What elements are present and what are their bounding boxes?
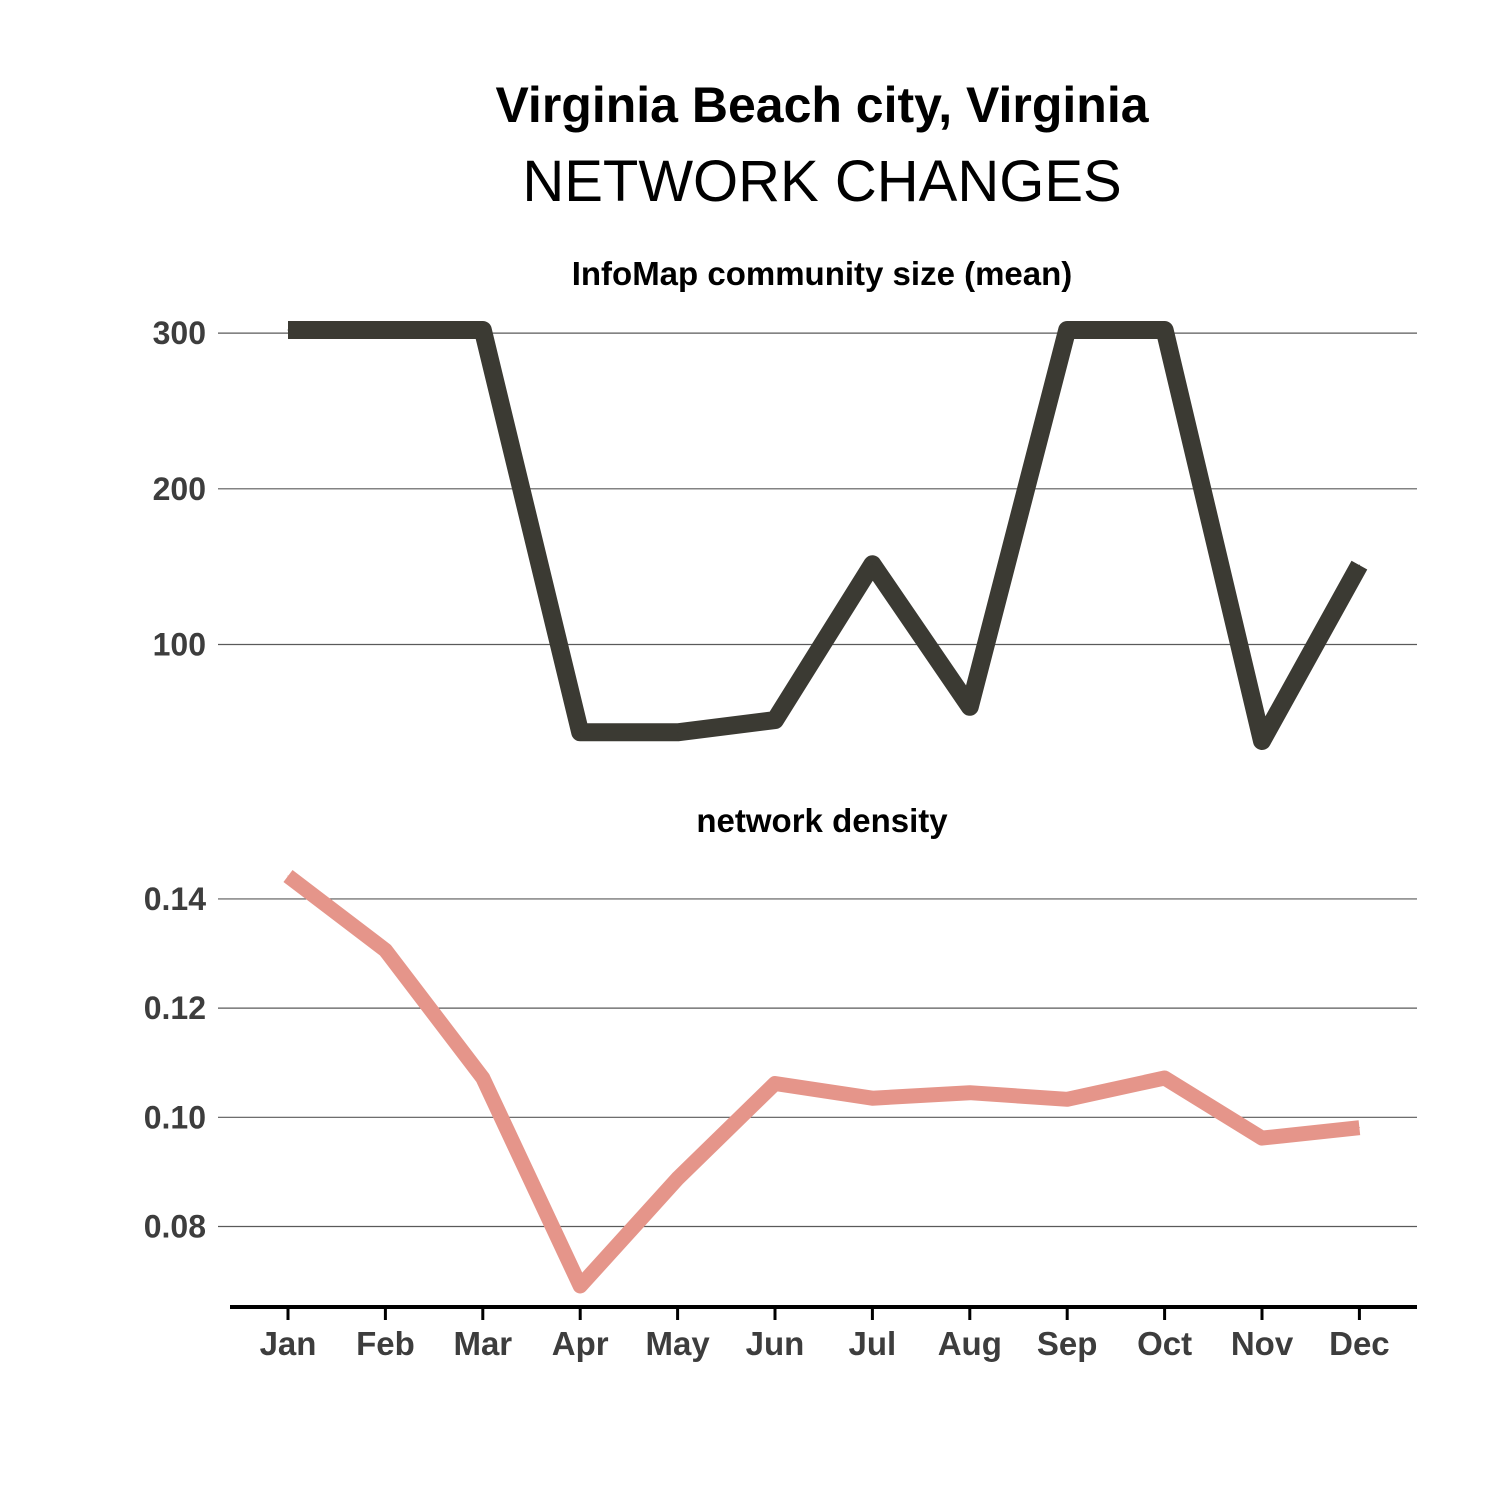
x-tick-label: May	[645, 1325, 710, 1362]
network-density-gridlines	[218, 898, 1417, 1228]
community-size-point	[384, 329, 386, 331]
community-size-panel: InfoMap community size (mean) 100 200 300	[153, 255, 1417, 750]
x-tick-label: Oct	[1137, 1325, 1192, 1362]
network-density-point	[871, 1097, 873, 1099]
x-tick-label: Jan	[260, 1325, 317, 1362]
network-density-point	[384, 949, 386, 951]
network-density-y-tick-label: 0.08	[144, 1208, 206, 1244]
x-tick-label: Apr	[552, 1325, 609, 1362]
community-size-y-axis: 100 200 300	[153, 315, 206, 662]
network-density-panel: network density 0.08 0.10 0.12 0.14	[144, 802, 1417, 1294]
x-axis-ticks: Jan Feb Mar Apr May Jun Jul Aug Sep Oct Nov Dec	[260, 1307, 1390, 1362]
community-size-point	[579, 731, 581, 733]
network-density-point	[677, 1177, 679, 1179]
community-size-point	[1261, 740, 1263, 742]
community-size-point	[871, 563, 873, 565]
network-density-point	[579, 1285, 581, 1287]
network-density-line	[283, 870, 1361, 1294]
community-size-series	[287, 321, 1368, 750]
network-density-point	[969, 1092, 971, 1094]
x-tick-label: Feb	[356, 1325, 415, 1362]
community-size-panel-title: InfoMap community size (mean)	[572, 255, 1073, 292]
community-size-point	[482, 329, 484, 331]
network-density-point	[1066, 1098, 1068, 1100]
chart-title: Virginia Beach city, Virginia	[495, 77, 1149, 133]
community-size-point	[774, 719, 776, 721]
x-tick-label: Jun	[746, 1325, 805, 1362]
x-tick-label: Jul	[849, 1325, 897, 1362]
x-tick-label: Mar	[453, 1325, 512, 1362]
x-tick-label: Sep	[1037, 1325, 1098, 1362]
community-size-point	[677, 731, 679, 733]
community-size-line	[288, 321, 1368, 750]
network-density-point	[774, 1082, 776, 1084]
community-size-point	[1066, 329, 1068, 331]
x-tick-label: Nov	[1231, 1325, 1294, 1362]
network-density-point	[1261, 1137, 1263, 1139]
community-size-y-tick-label: 200	[153, 471, 206, 507]
community-size-point	[1358, 564, 1360, 566]
network-density-y-axis: 0.08 0.10 0.12 0.14	[144, 881, 206, 1245]
x-axis: Jan Feb Mar Apr May Jun Jul Aug Sep Oct Nov Dec	[230, 1305, 1417, 1362]
network-density-y-tick-label: 0.10	[144, 1099, 206, 1135]
community-size-point	[1164, 329, 1166, 331]
community-size-y-tick-label: 100	[153, 626, 206, 662]
x-tick-label: Dec	[1329, 1325, 1390, 1362]
network-density-point	[1164, 1077, 1166, 1079]
network-density-point	[1358, 1127, 1360, 1129]
x-tick-label: Aug	[938, 1325, 1002, 1362]
network-density-series	[283, 870, 1361, 1294]
community-size-point	[287, 329, 289, 331]
community-size-y-tick-label: 300	[153, 315, 206, 351]
network-density-y-tick-label: 0.12	[144, 990, 206, 1026]
network-density-point	[287, 875, 289, 877]
chart-subtitle: NETWORK CHANGES	[522, 149, 1121, 214]
network-density-point	[482, 1077, 484, 1079]
community-size-point	[969, 706, 971, 708]
network-density-panel-title: network density	[696, 802, 948, 839]
network-density-y-tick-label: 0.14	[144, 881, 206, 917]
